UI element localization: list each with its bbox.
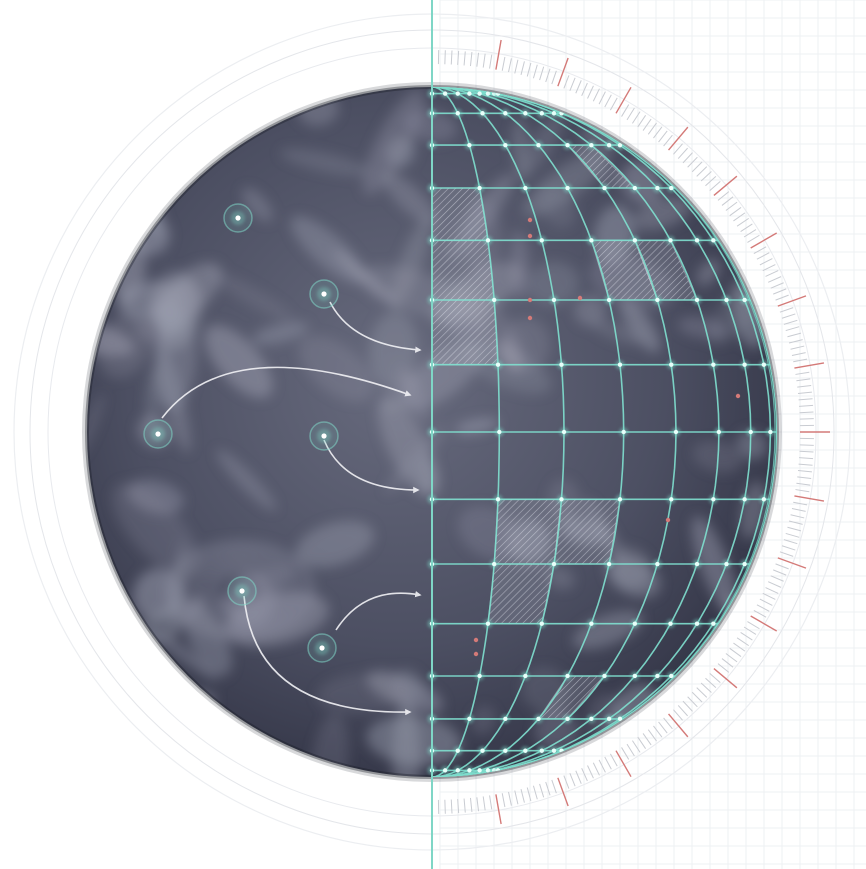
coordinate-grid-overlay [427, 87, 777, 777]
measurement-tick-ring [432, 34, 830, 825]
flow-arrow-station-center [323, 439, 420, 494]
data-flow-arrows [161, 301, 422, 716]
flow-arrow-station-west [161, 366, 412, 419]
hatched-cells [431, 144, 698, 720]
observation-points [143, 203, 339, 663]
flow-arrow-station-south [335, 590, 422, 631]
station-west-marker [143, 419, 173, 449]
station-storm-marker [227, 576, 257, 606]
flow-arrow-station-storm [243, 595, 412, 716]
station-south-marker [307, 633, 337, 663]
station-northeast-marker [309, 279, 339, 309]
flow-arrow-station-northeast [329, 301, 422, 353]
station-center-marker [309, 421, 339, 451]
station-north-marker [223, 203, 253, 233]
